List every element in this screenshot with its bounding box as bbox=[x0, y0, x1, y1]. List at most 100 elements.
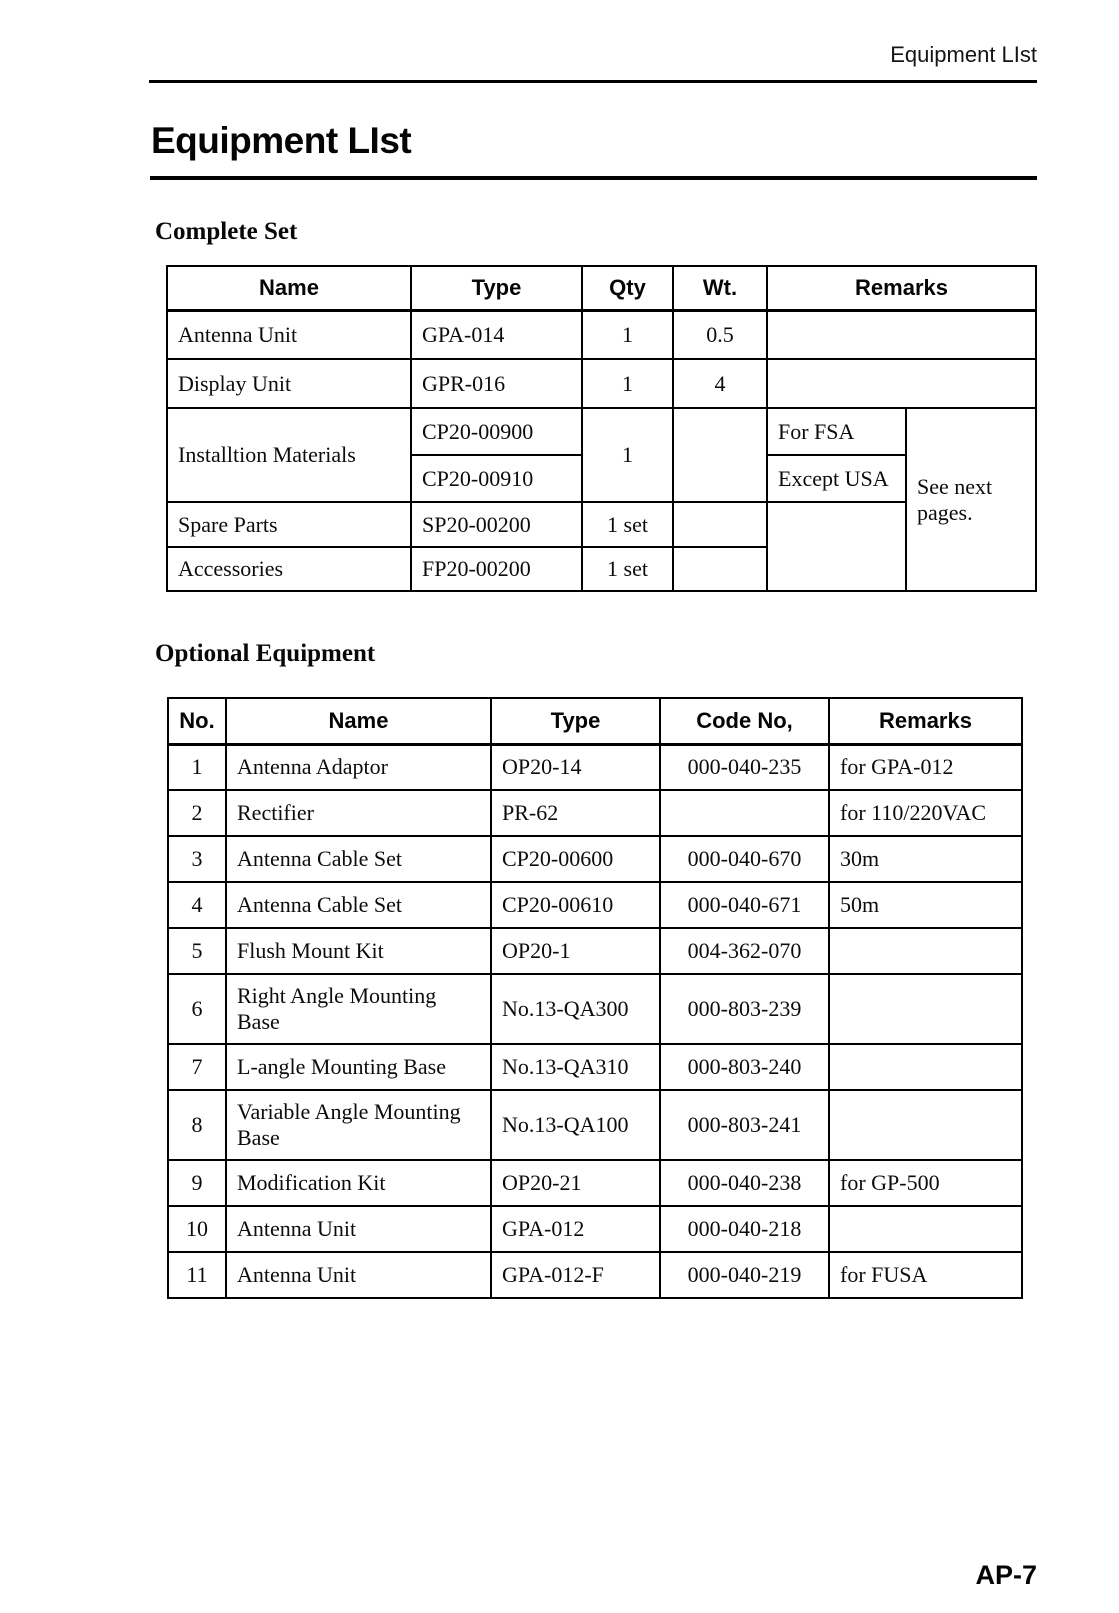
cell-remarks: for GP-500 bbox=[828, 1159, 1023, 1207]
col-header-remarks: Remarks bbox=[765, 265, 1038, 312]
cell-qty: 1 bbox=[581, 358, 674, 409]
table-row: Accessories FP20-00200 1 set bbox=[166, 546, 1036, 592]
cell-name: Flush Mount Kit bbox=[225, 927, 492, 975]
cell-name: Right Angle Mounting Base bbox=[225, 973, 492, 1045]
optional-equipment-table: No. Name Type Code No, Remarks 1 Antenna… bbox=[167, 697, 1023, 1299]
col-header-remarks: Remarks bbox=[828, 697, 1023, 746]
section-heading-optional-equipment: Optional Equipment bbox=[155, 640, 376, 667]
cell-remarks bbox=[828, 973, 1023, 1045]
cell-remarks bbox=[765, 309, 1038, 360]
table-row: 10 Antenna Unit GPA-012 000-040-218 bbox=[167, 1205, 1023, 1253]
cell-code: 000-803-239 bbox=[659, 973, 830, 1045]
cell-type: OP20-14 bbox=[490, 743, 661, 791]
cell-remarks: 50m bbox=[828, 881, 1023, 929]
cell-type: GPA-012-F bbox=[490, 1251, 661, 1299]
cell-wt bbox=[672, 546, 768, 592]
cell-type: OP20-21 bbox=[490, 1159, 661, 1207]
cell-name: Antenna Cable Set bbox=[225, 835, 492, 883]
cell-code: 004-362-070 bbox=[659, 927, 830, 975]
cell-code: 000-040-671 bbox=[659, 881, 830, 929]
cell-remark bbox=[766, 501, 907, 592]
page-title: Equipment LIst bbox=[151, 120, 412, 161]
cell-name: Variable Angle Mounting Base bbox=[225, 1089, 492, 1161]
cell-no: 6 bbox=[167, 973, 227, 1045]
cell-type: GPA-014 bbox=[410, 309, 583, 360]
cell-remarks bbox=[828, 1205, 1023, 1253]
cell-type: No.13-QA310 bbox=[490, 1043, 661, 1091]
table-header-row: No. Name Type Code No, Remarks bbox=[167, 697, 1023, 746]
table-row: 11 Antenna Unit GPA-012-F 000-040-219 fo… bbox=[167, 1251, 1023, 1299]
table-row: 7 L-angle Mounting Base No.13-QA310 000-… bbox=[167, 1043, 1023, 1091]
table-row: CP20-00910 Except USA bbox=[167, 454, 1036, 503]
section-heading-complete-set: Complete Set bbox=[155, 218, 298, 245]
col-header-type: Type bbox=[410, 265, 583, 312]
cell-no: 1 bbox=[167, 743, 227, 791]
running-header: Equipment LIst bbox=[890, 42, 1037, 67]
cell-no: 3 bbox=[167, 835, 227, 883]
cell-type: PR-62 bbox=[490, 789, 661, 837]
cell-type: CP20-00910 bbox=[410, 454, 583, 503]
cell-remarks: for GPA-012 bbox=[828, 743, 1023, 791]
cell-type: GPA-012 bbox=[490, 1205, 661, 1253]
table-row: Display Unit GPR-016 1 4 bbox=[166, 358, 1038, 409]
page-number: AP-7 bbox=[975, 1560, 1037, 1590]
cell-no: 11 bbox=[167, 1251, 227, 1299]
cell-type: GPR-016 bbox=[410, 358, 583, 409]
cell-qty: 1 set bbox=[581, 501, 674, 548]
cell-no: 5 bbox=[167, 927, 227, 975]
cell-no: 4 bbox=[167, 881, 227, 929]
cell-remarks bbox=[828, 927, 1023, 975]
cell-code: 000-040-235 bbox=[659, 743, 830, 791]
cell-remarks bbox=[828, 1089, 1023, 1161]
cell-qty: 1 bbox=[581, 309, 674, 360]
col-header-name: Name bbox=[166, 265, 412, 312]
cell-qty: 1 set bbox=[581, 546, 674, 592]
cell-wt bbox=[672, 501, 768, 548]
col-header-code: Code No, bbox=[659, 697, 830, 746]
table-row: 4 Antenna Cable Set CP20-00610 000-040-6… bbox=[167, 881, 1023, 929]
table-row: 5 Flush Mount Kit OP20-1 004-362-070 bbox=[167, 927, 1023, 975]
cell-name: Modification Kit bbox=[225, 1159, 492, 1207]
cell-remarks-note: See next pages. bbox=[904, 407, 1038, 592]
cell-no: 10 bbox=[167, 1205, 227, 1253]
col-header-wt: Wt. bbox=[672, 265, 768, 312]
cell-wt: 4 bbox=[672, 358, 768, 409]
cell-code bbox=[659, 789, 830, 837]
table-row: 8 Variable Angle Mounting Base No.13-QA1… bbox=[167, 1089, 1023, 1161]
cell-no: 9 bbox=[167, 1159, 227, 1207]
col-header-name: Name bbox=[225, 697, 492, 746]
table-row: Antenna Unit GPA-014 1 0.5 bbox=[166, 309, 1038, 360]
cell-type: No.13-QA300 bbox=[490, 973, 661, 1045]
cell-no: 8 bbox=[167, 1089, 227, 1161]
cell-code: 000-040-670 bbox=[659, 835, 830, 883]
cell-code: 000-040-218 bbox=[659, 1205, 830, 1253]
cell-type: CP20-00900 bbox=[410, 407, 583, 456]
cell-name: Antenna Unit bbox=[166, 309, 412, 360]
cell-name: L-angle Mounting Base bbox=[225, 1043, 492, 1091]
table-row: 2 Rectifier PR-62 for 110/220VAC bbox=[167, 789, 1023, 837]
cell-name: Antenna Unit bbox=[225, 1251, 492, 1299]
cell-wt: 0.5 bbox=[672, 309, 768, 360]
cell-remarks bbox=[828, 1043, 1023, 1091]
header-rule bbox=[149, 80, 1037, 83]
cell-type: FP20-00200 bbox=[410, 546, 583, 592]
table-row: 9 Modification Kit OP20-21 000-040-238 f… bbox=[167, 1159, 1023, 1207]
cell-name: Installtion Materials bbox=[166, 407, 412, 503]
cell-name: Spare Parts bbox=[166, 501, 412, 548]
cell-wt bbox=[672, 407, 768, 503]
cell-name: Display Unit bbox=[166, 358, 412, 409]
col-header-type: Type bbox=[490, 697, 661, 746]
cell-type: No.13-QA100 bbox=[490, 1089, 661, 1161]
cell-type: CP20-00600 bbox=[490, 835, 661, 883]
table-row: 6 Right Angle Mounting Base No.13-QA300 … bbox=[167, 973, 1023, 1045]
cell-name: Antenna Adaptor bbox=[225, 743, 492, 791]
cell-name: Accessories bbox=[166, 546, 412, 592]
table-row: Installtion Materials CP20-00900 1 For F… bbox=[166, 407, 1038, 592]
cell-code: 000-040-238 bbox=[659, 1159, 830, 1207]
cell-code: 000-040-219 bbox=[659, 1251, 830, 1299]
col-header-no: No. bbox=[167, 697, 227, 746]
cell-remarks: 30m bbox=[828, 835, 1023, 883]
table-row: Spare Parts SP20-00200 1 set bbox=[166, 501, 1036, 592]
table-header-row: Name Type Qty Wt. Remarks bbox=[166, 265, 1038, 312]
cell-code: 000-803-241 bbox=[659, 1089, 830, 1161]
